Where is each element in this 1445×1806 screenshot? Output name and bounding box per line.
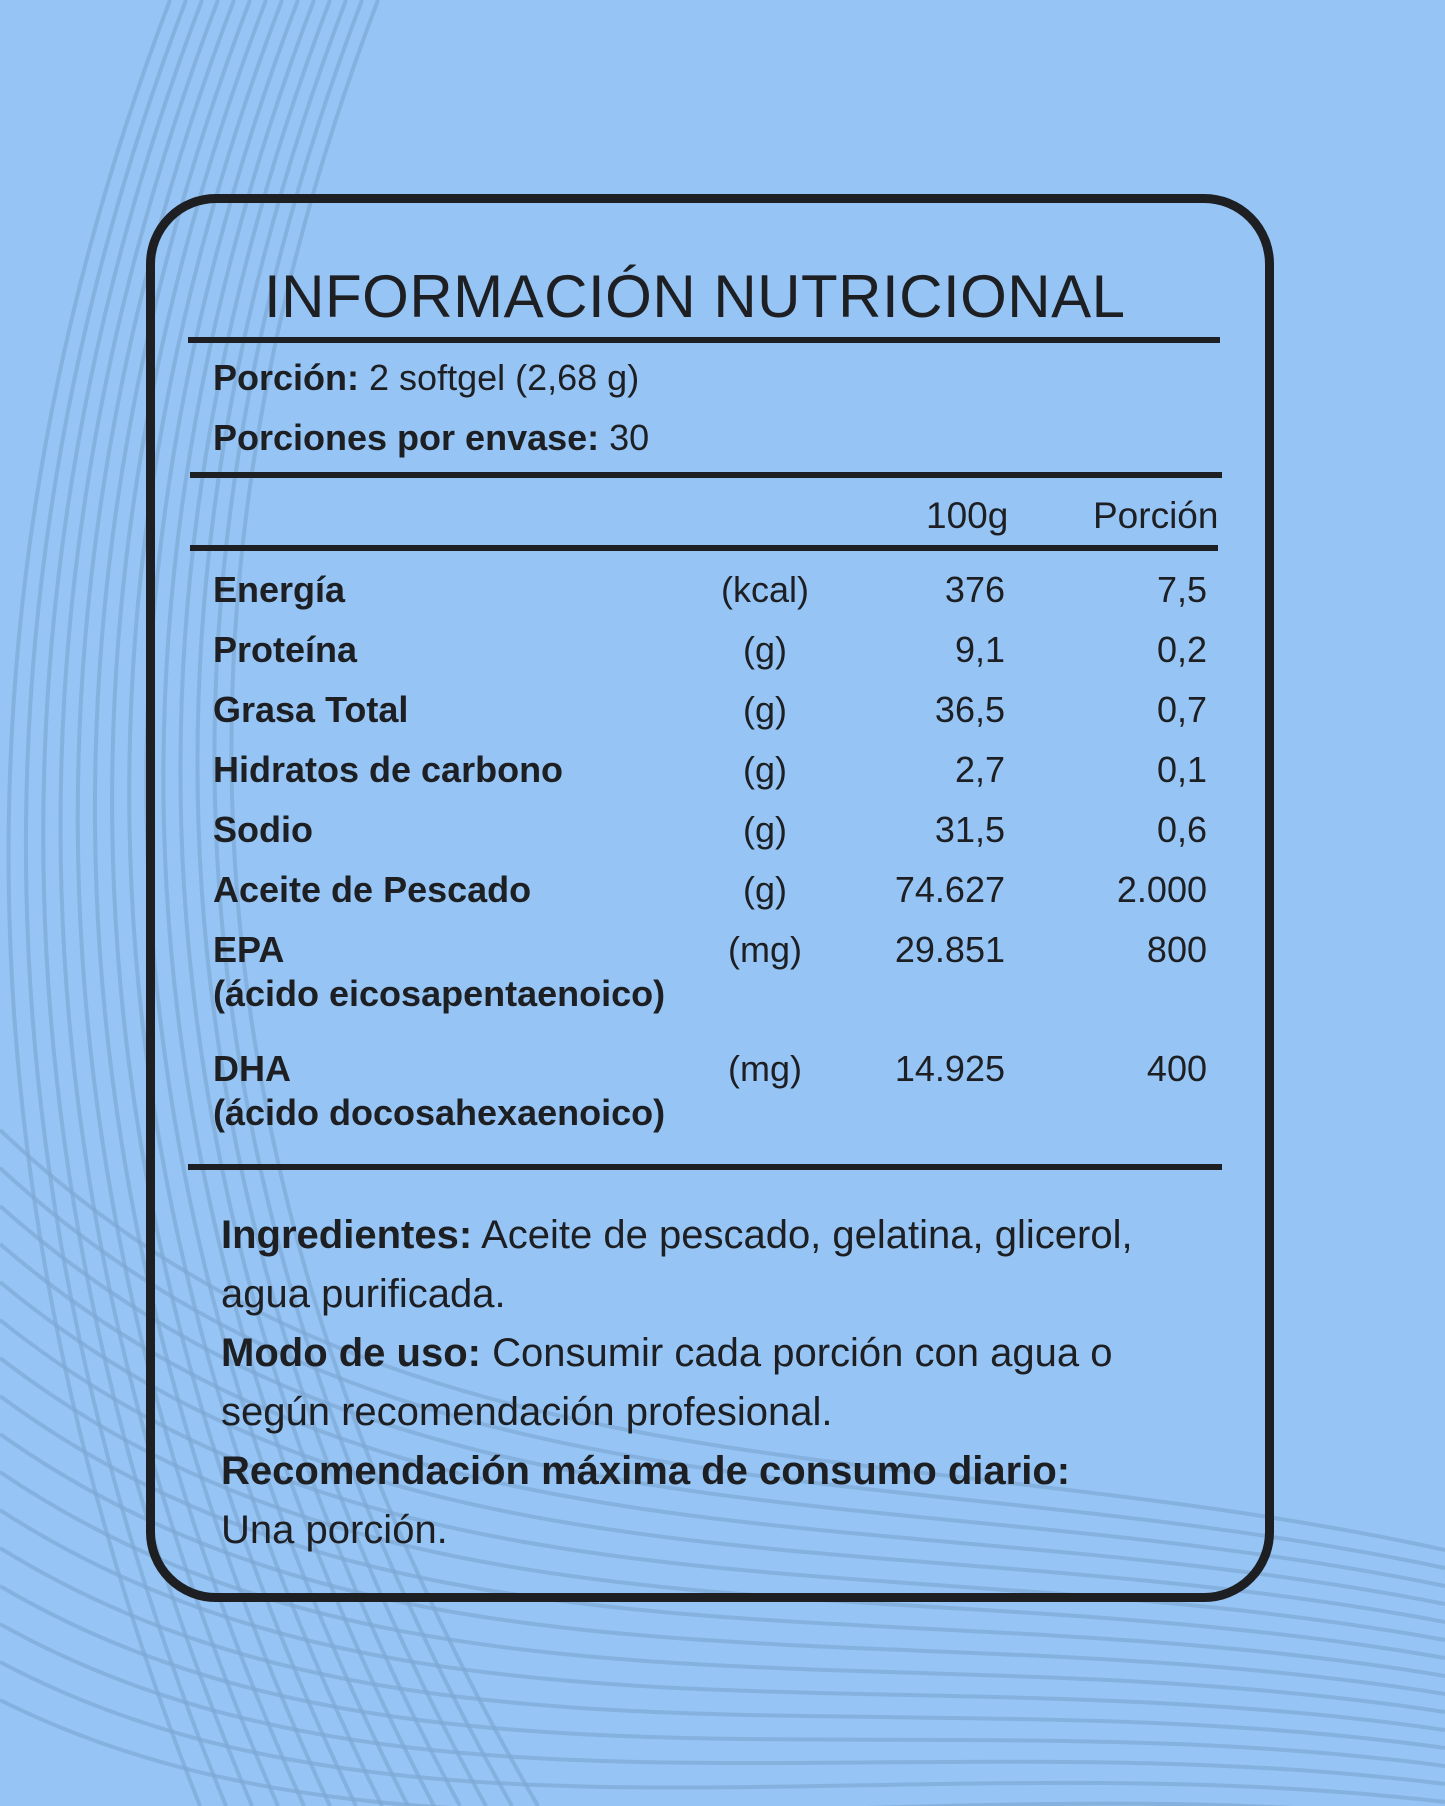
nutrient-row: Proteína (g) 9,1 0,2 [0, 628, 1445, 728]
nutrient-name-main: Proteína [213, 629, 358, 670]
nutrient-name: DHA (ácido docosahexaenoico) [213, 1047, 665, 1135]
nutrient-value-serving: 0,6 [1156, 809, 1207, 850]
serving-size: Porción: 2 softgel (2,68 g) [213, 357, 639, 399]
nutrient-value-100g: 36,5 [934, 689, 1005, 730]
wave-line [41, 0, 254, 1806]
wave-line [0, 1128, 1445, 1552]
nutrient-name: Sodio [213, 808, 313, 852]
usage-line-2: según recomendación profesional. [221, 1390, 833, 1434]
divider-title [188, 337, 1220, 343]
wave-line [0, 1280, 1445, 1624]
nutrient-unit: (g) [743, 809, 787, 850]
nutrient-name-main: Aceite de Pescado [213, 869, 532, 910]
nutrient-value-100g: 9,1 [954, 629, 1005, 670]
divider-serving [190, 472, 1222, 478]
column-header-serving: Porción [1093, 495, 1219, 536]
nutrient-value-100g: 31,5 [934, 809, 1005, 850]
wave-line [0, 1508, 1445, 1732]
product-info: Ingredientes: Aceite de pescado, gelatin… [221, 1206, 1221, 1560]
divider-header [190, 545, 1218, 551]
wave-line [0, 1546, 1445, 1750]
nutrient-name: Hidratos de carbono [213, 748, 563, 792]
nutrient-unit: (kcal) [721, 569, 809, 610]
wave-line [0, 1242, 1445, 1606]
nutrient-name: Proteína [213, 628, 357, 672]
nutrient-value-serving: 2.000 [1116, 869, 1207, 910]
ingredients-label: Ingredientes: [221, 1213, 473, 1257]
ingredients-line-1: Ingredientes: Aceite de pescado, gelatin… [221, 1206, 1221, 1265]
nutrient-name: Grasa Total [213, 688, 408, 732]
nutrient-row: Grasa Total (g) 36,5 0,7 [0, 688, 1445, 788]
nutrient-name-sub: (ácido eicosapentaenoico) [213, 973, 666, 1014]
max-daily-value: Una porción. [221, 1508, 448, 1552]
nutrient-unit: (g) [743, 629, 787, 670]
nutrient-value-100g: 29.851 [894, 929, 1005, 970]
usage-text-1: Consumir cada porción con agua o [480, 1331, 1113, 1375]
wave-line [229, 0, 540, 1806]
nutrient-name-main: Hidratos de carbono [213, 749, 564, 790]
nutrient-value-serving: 7,5 [1156, 569, 1207, 610]
nutrient-row: DHA (ácido docosahexaenoico) (mg) 14.925 400 [0, 1047, 1445, 1147]
wave-line [0, 1660, 1445, 1804]
nutrient-row: Aceite de Pescado (g) 74.627 2.000 [0, 868, 1445, 968]
nutrient-name: Energía [213, 568, 345, 612]
nutrient-name: Aceite de Pescado [213, 868, 531, 912]
wave-line [0, 1166, 1445, 1570]
nutrient-name: EPA (ácido eicosapentaenoico) [213, 928, 665, 1016]
nutrient-value-serving: 0,2 [1156, 629, 1207, 670]
ingredients-line-2: agua purificada. [221, 1272, 506, 1316]
nutrient-name-main: Grasa Total [213, 689, 409, 730]
wave-line [195, 0, 488, 1806]
divider-table [188, 1164, 1222, 1170]
label-title: INFORMACIÓN NUTRICIONAL [264, 263, 1126, 330]
nutrition-label-frame [146, 194, 1274, 1602]
usage-line-1: Modo de uso: Consumir cada porción con a… [221, 1324, 1221, 1383]
nutrient-value-serving: 0,7 [1156, 689, 1207, 730]
nutrient-row: Hidratos de carbono (g) 2,7 0,1 [0, 748, 1445, 848]
nutrient-unit: (g) [743, 749, 787, 790]
nutrient-name-main: Sodio [213, 809, 313, 850]
ingredients-text-1: Aceite de pescado, gelatina, glicerol, [472, 1213, 1133, 1257]
nutrient-unit: (mg) [728, 1048, 802, 1089]
nutrient-unit: (g) [743, 689, 787, 730]
servings-per-container-value: 30 [609, 417, 650, 458]
wave-line [0, 1394, 1445, 1678]
nutrient-value-100g: 376 [944, 569, 1005, 610]
nutrient-name-main: EPA [213, 929, 285, 970]
wave-line [161, 0, 436, 1806]
nutrient-row: Energía (kcal) 376 7,5 [0, 568, 1445, 668]
nutrient-name-sub: (ácido docosahexaenoico) [213, 1092, 666, 1133]
nutrient-value-serving: 800 [1146, 929, 1207, 970]
nutrient-value-100g: 2,7 [954, 749, 1005, 790]
nutrient-value-100g: 74.627 [894, 869, 1005, 910]
wave-line [0, 1318, 1445, 1642]
nutrient-value-serving: 0,1 [1156, 749, 1207, 790]
nutrient-unit: (g) [743, 869, 787, 910]
nutrient-row: EPA (ácido eicosapentaenoico) (mg) 29.851 80… [0, 928, 1445, 1028]
usage-label: Modo de uso: [221, 1331, 481, 1375]
wave-line [0, 1204, 1445, 1588]
serving-size-label: Porción: [213, 357, 360, 398]
nutrient-unit: (mg) [728, 929, 802, 970]
wave-line [0, 1622, 1445, 1786]
nutrient-row: Sodio (g) 31,5 0,6 [0, 808, 1445, 908]
servings-per-container: Porciones por envase: 30 [213, 417, 649, 459]
wave-line [212, 0, 514, 1806]
wave-line [0, 1584, 1445, 1768]
servings-per-container-label: Porciones por envase: [213, 417, 600, 458]
max-daily-label: Recomendación máxima de consumo diario: [221, 1449, 1071, 1493]
nutrient-value-100g: 14.925 [894, 1048, 1005, 1089]
nutrient-value-serving: 400 [1146, 1048, 1207, 1089]
nutrient-name-main: Energía [213, 569, 346, 610]
serving-size-value: 2 softgel (2,68 g) [369, 357, 640, 398]
wave-line [0, 1698, 1293, 1806]
column-header-100g: 100g [926, 495, 1009, 536]
wave-line [24, 0, 228, 1806]
nutrient-name-main: DHA [213, 1048, 291, 1089]
max-daily-label-line: Recomendación máxima de consumo diario: [221, 1442, 1221, 1501]
wave-line [0, 1356, 1445, 1660]
